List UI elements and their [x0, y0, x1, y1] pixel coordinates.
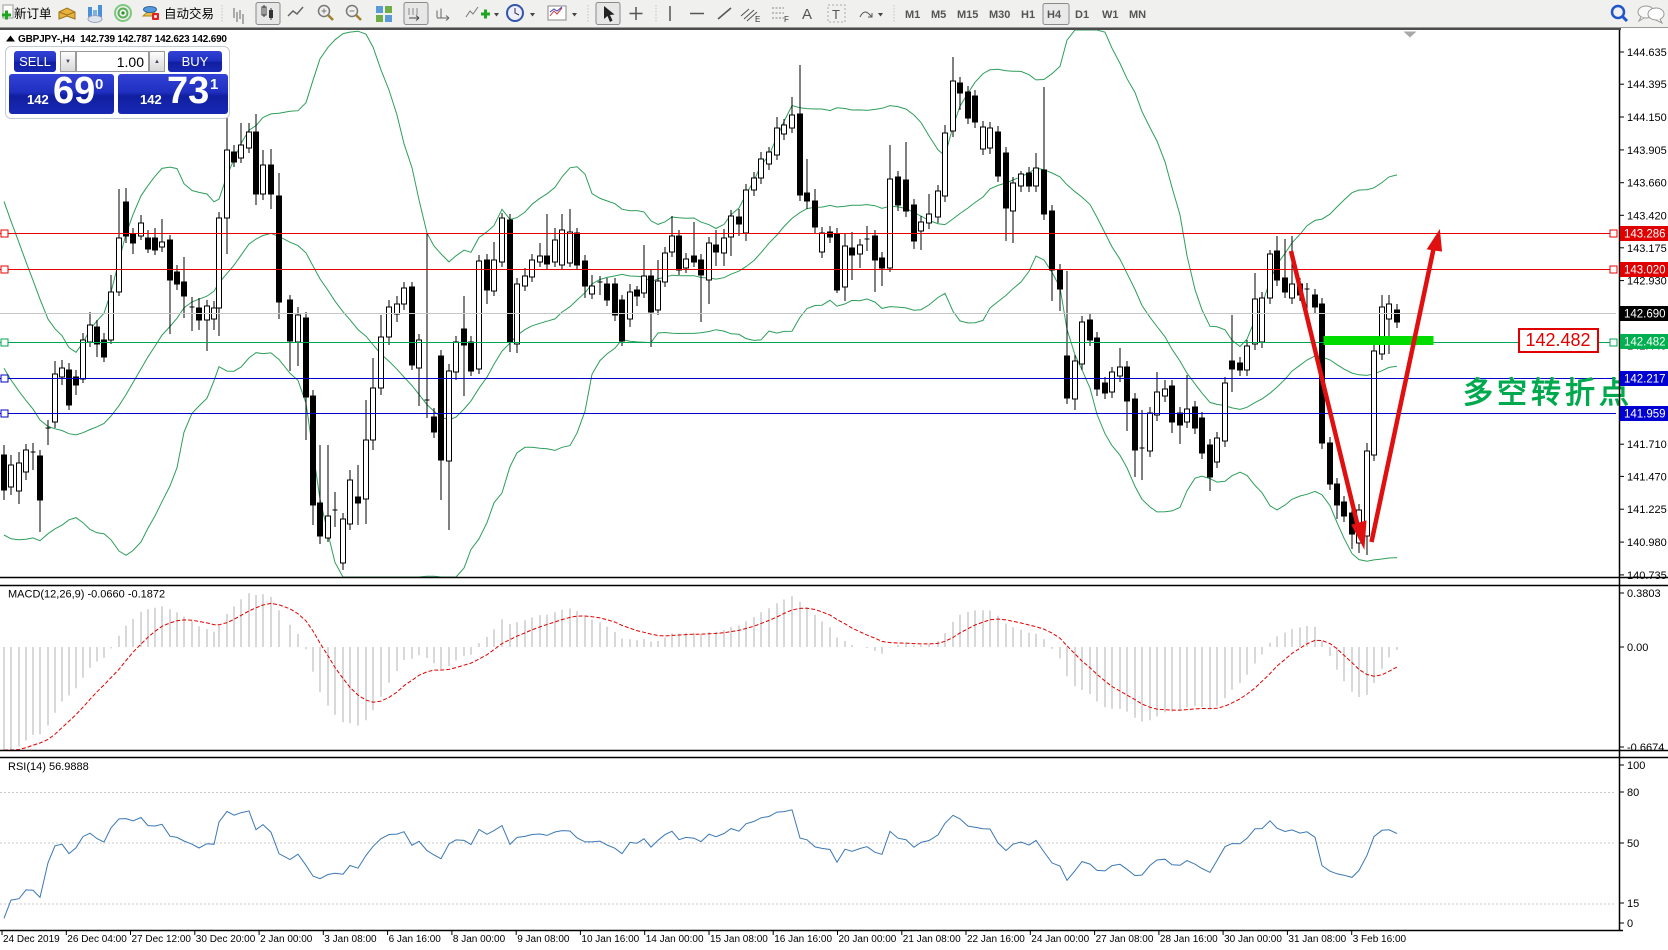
svg-text:144.635: 144.635 [1627, 47, 1667, 59]
svg-text:MN: MN [1129, 9, 1146, 21]
svg-text:30 Dec 20:00: 30 Dec 20:00 [196, 934, 256, 945]
svg-text:新订单: 新订单 [14, 6, 52, 21]
svg-text:8 Jan 00:00: 8 Jan 00:00 [453, 934, 506, 945]
svg-text:31 Jan 08:00: 31 Jan 08:00 [1288, 934, 1346, 945]
svg-text:GBPJPY-,H4 142.739 142.787 14: GBPJPY-,H4 142.739 142.787 142.623 142.6… [18, 34, 227, 45]
svg-text:143.420: 143.420 [1627, 210, 1667, 222]
svg-text:27 Dec 12:00: 27 Dec 12:00 [132, 934, 192, 945]
svg-text:多空转折点: 多空转折点 [1465, 379, 1635, 412]
svg-text:144.150: 144.150 [1627, 112, 1667, 124]
svg-text:MACD(12,26,9) -0.0660 -0.1872: MACD(12,26,9) -0.0660 -0.1872 [8, 589, 165, 601]
svg-text:80: 80 [1627, 787, 1639, 799]
svg-text:24 Jan 00:00: 24 Jan 00:00 [1031, 934, 1089, 945]
svg-text:143.175: 143.175 [1627, 243, 1667, 255]
svg-text:RSI(14) 56.9888: RSI(14) 56.9888 [8, 761, 89, 773]
svg-text:3 Feb 16:00: 3 Feb 16:00 [1353, 934, 1407, 945]
svg-text:D1: D1 [1075, 9, 1089, 21]
svg-text:142.930: 142.930 [1627, 276, 1667, 288]
svg-text:0.00: 0.00 [1627, 642, 1648, 654]
svg-text:M30: M30 [989, 9, 1010, 21]
svg-text:M15: M15 [957, 9, 978, 21]
svg-text:3 Jan 08:00: 3 Jan 08:00 [324, 934, 377, 945]
svg-text:14 Jan 00:00: 14 Jan 00:00 [646, 934, 704, 945]
svg-text:142.482: 142.482 [1624, 337, 1666, 349]
svg-text:M5: M5 [931, 9, 946, 21]
svg-text:H4: H4 [1047, 9, 1062, 21]
svg-text:6 Jan 16:00: 6 Jan 16:00 [389, 934, 442, 945]
svg-text:143.286: 143.286 [1624, 229, 1666, 241]
svg-text:140.980: 140.980 [1627, 537, 1667, 549]
svg-text:15: 15 [1627, 898, 1639, 910]
svg-text:F: F [784, 15, 789, 24]
svg-text:24 Dec 2019: 24 Dec 2019 [3, 934, 60, 945]
svg-text:22 Jan 16:00: 22 Jan 16:00 [967, 934, 1025, 945]
svg-text:142.690: 142.690 [1624, 309, 1666, 321]
svg-text:21 Jan 08:00: 21 Jan 08:00 [903, 934, 961, 945]
svg-text:144.395: 144.395 [1627, 79, 1667, 91]
svg-text:141.470: 141.470 [1627, 471, 1667, 483]
svg-text:30 Jan 00:00: 30 Jan 00:00 [1224, 934, 1282, 945]
svg-text:0.3803: 0.3803 [1627, 588, 1661, 600]
svg-text:W1: W1 [1102, 9, 1119, 21]
svg-text:多空转折点: 多空转折点 [1463, 377, 1633, 410]
svg-text:15 Jan 08:00: 15 Jan 08:00 [710, 934, 768, 945]
svg-text:26 Dec 04:00: 26 Dec 04:00 [67, 934, 127, 945]
svg-text:27 Jan 08:00: 27 Jan 08:00 [1096, 934, 1154, 945]
svg-text:20 Jan 00:00: 20 Jan 00:00 [839, 934, 897, 945]
svg-text:143.660: 143.660 [1627, 178, 1667, 190]
svg-text:9 Jan 08:00: 9 Jan 08:00 [517, 934, 570, 945]
svg-text:M1: M1 [905, 9, 920, 21]
svg-text:2 Jan 00:00: 2 Jan 00:00 [260, 934, 313, 945]
svg-text:142.482: 142.482 [1525, 330, 1590, 350]
svg-text:100: 100 [1627, 760, 1645, 772]
svg-text:16 Jan 16:00: 16 Jan 16:00 [774, 934, 832, 945]
svg-text:28 Jan 16:00: 28 Jan 16:00 [1160, 934, 1218, 945]
svg-text:0: 0 [1627, 918, 1633, 930]
svg-text:-0.6674: -0.6674 [1627, 742, 1664, 754]
svg-text:141.959: 141.959 [1624, 409, 1666, 421]
svg-text:141.710: 141.710 [1627, 439, 1667, 451]
svg-text:50: 50 [1627, 838, 1639, 850]
svg-text:H1: H1 [1021, 9, 1035, 21]
svg-text:E: E [755, 15, 760, 24]
svg-text:A: A [802, 6, 812, 23]
svg-text:142.217: 142.217 [1624, 374, 1666, 386]
svg-text:10 Jan 16:00: 10 Jan 16:00 [581, 934, 639, 945]
svg-text:141.225: 141.225 [1627, 504, 1667, 516]
svg-text:自动交易: 自动交易 [164, 6, 214, 21]
svg-text:140.735: 140.735 [1627, 570, 1667, 582]
svg-text:143.905: 143.905 [1627, 145, 1667, 157]
svg-text:T: T [832, 7, 840, 22]
svg-text:143.020: 143.020 [1624, 265, 1666, 277]
